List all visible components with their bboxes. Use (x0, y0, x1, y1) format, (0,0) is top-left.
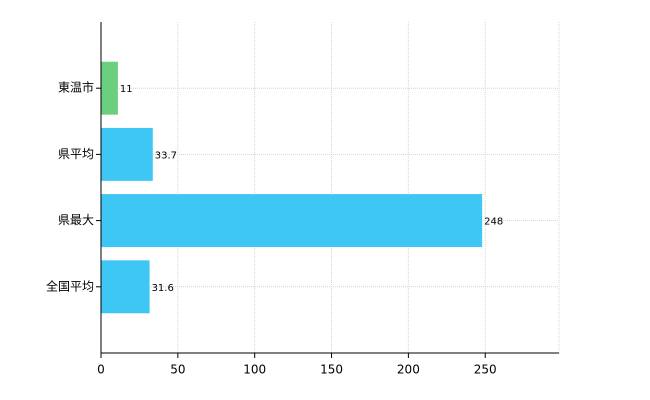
bar (101, 194, 483, 248)
y-tick-label: 県最大 (58, 213, 94, 227)
x-tick-label: 200 (397, 363, 420, 377)
value-label: 11 (120, 84, 133, 95)
bar (101, 61, 118, 115)
y-tick-label: 東温市 (58, 80, 94, 95)
value-label: 31.6 (152, 283, 174, 294)
x-tick-label: 150 (320, 363, 343, 377)
x-tick-label: 250 (474, 363, 497, 377)
y-tick-label: 全国平均 (46, 278, 94, 293)
x-tick-label: 100 (243, 363, 266, 377)
x-tick-label: 50 (170, 363, 185, 377)
bar (101, 260, 150, 314)
value-label: 248 (484, 217, 503, 228)
y-tick-label: 県平均 (58, 147, 94, 161)
x-tick-label: 0 (97, 363, 105, 377)
value-label: 33.7 (155, 150, 177, 161)
bar (101, 127, 153, 181)
